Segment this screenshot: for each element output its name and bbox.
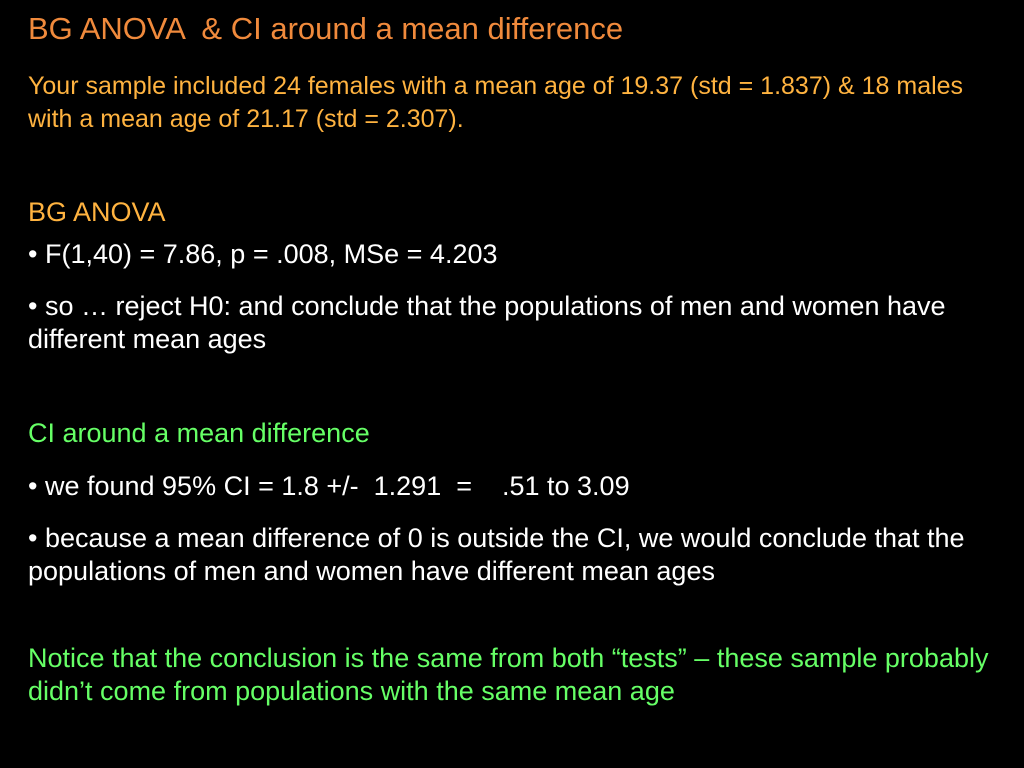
anova-bullet-conclusion: • so … reject H0: and conclude that the … [28,291,954,354]
anova-heading: BG ANOVA [28,197,166,227]
sample-description: Your sample included 24 females with a m… [28,72,971,133]
ci-bullet-conclusion: • because a mean difference of 0 is outs… [28,523,973,586]
anova-bullet-result: • F(1,40) = 7.86, p = .008, MSe = 4.203 [28,239,498,269]
slide-title: BG ANOVA & CI around a mean difference [28,11,624,46]
ci-heading: CI around a mean difference [28,418,370,448]
ci-bullet-result: • we found 95% CI = 1.8 +/- 1.291 = .51 … [28,471,630,501]
notice-text: Notice that the conclusion is the same f… [28,643,996,706]
